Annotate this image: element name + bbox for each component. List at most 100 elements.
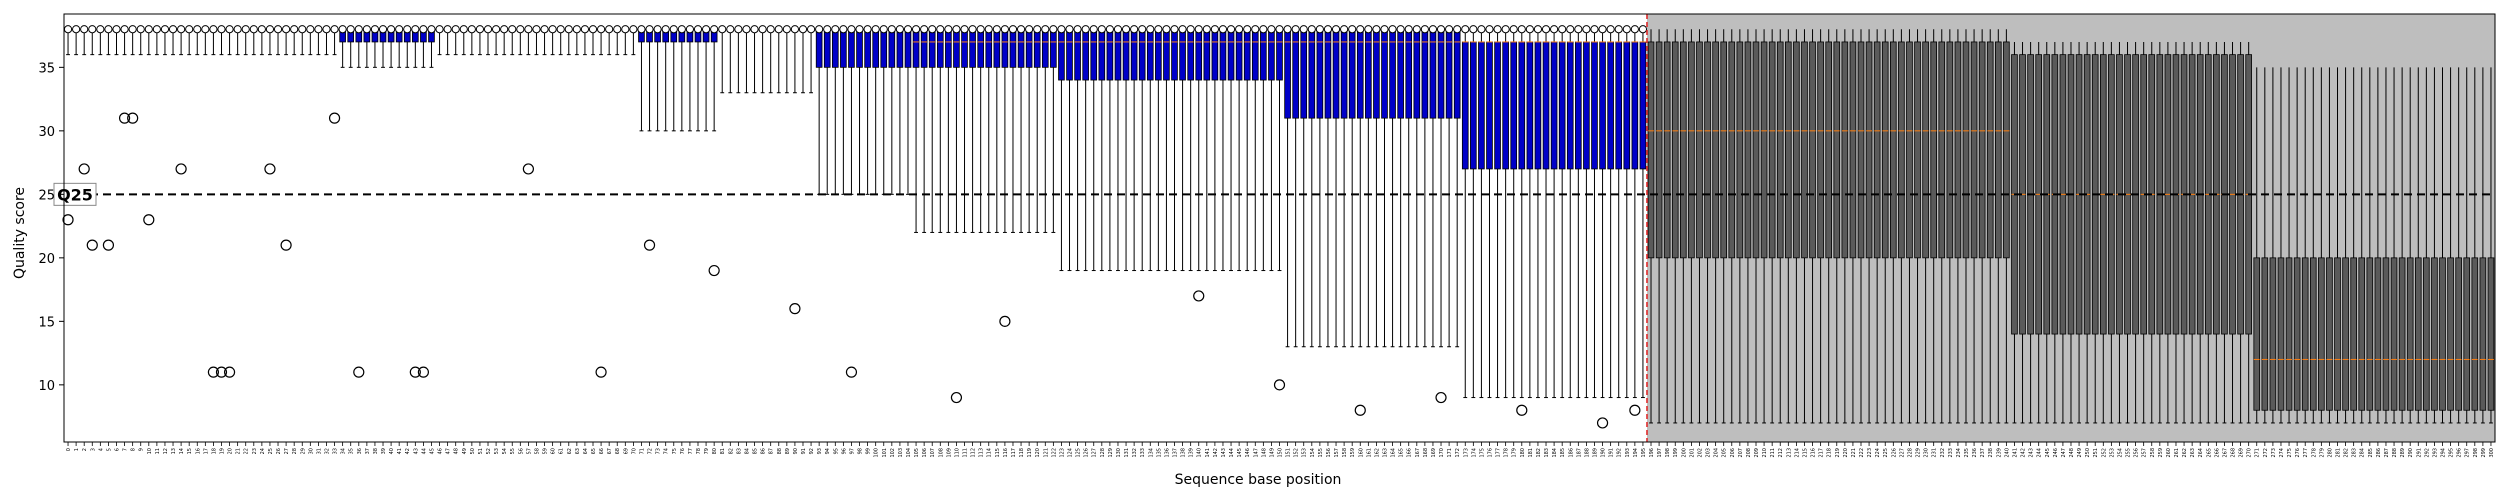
box [1631,41,1639,170]
top-outlier-point [693,25,703,34]
x-tick-label: 170 [1439,448,1445,458]
box [1502,41,1509,170]
box [2487,257,2495,411]
top-outlier-point [1194,25,1203,34]
top-outlier-point [613,25,622,34]
x-tick-label: 123 [1059,448,1065,458]
top-outlier-point [920,25,929,34]
box [1356,28,1364,119]
outlier-point [1354,404,1366,416]
x-tick-label: 229 [1916,448,1922,458]
x-tick-label: 262 [2182,448,2188,458]
box [2390,257,2398,411]
top-outlier-point [1218,25,1228,34]
top-outlier-point [298,25,307,34]
box [1138,28,1146,81]
x-tick-label: 189 [1592,448,1598,458]
box [1793,41,1800,259]
x-tick-label: 168 [1423,448,1429,458]
top-outlier-point [1380,25,1389,34]
top-outlier-point [750,25,759,34]
top-outlier-point [257,25,266,34]
x-tick-label: 46 [438,448,444,454]
x-tick-label: 11 [155,448,161,454]
box [1114,28,1122,81]
top-outlier-point [588,25,598,34]
x-tick-label: 280 [2327,448,2333,458]
top-outlier-point [653,25,662,34]
top-outlier-point [160,25,170,34]
box [1922,41,1929,259]
box [1413,28,1421,119]
top-outlier-point [290,25,299,34]
x-tick-label: 132 [1132,448,1138,458]
x-tick-label: 237 [1980,448,1986,458]
box [2366,257,2374,411]
top-outlier-point [338,25,347,34]
x-tick-label: 173 [1463,448,1469,458]
x-tick-label: 286 [2376,448,2382,458]
x-tick-label: 109 [946,448,952,458]
x-tick-label: 220 [1843,448,1849,458]
box [985,28,993,68]
x-tick-label: 55 [510,448,516,454]
x-tick-label: 165 [1399,448,1405,458]
top-outlier-point [1315,25,1324,34]
box [2277,257,2285,411]
top-outlier-point [903,25,913,34]
x-tick-label: 54 [502,448,508,454]
x-tick-label: 177 [1496,448,1502,458]
box [1195,28,1203,81]
top-outlier-point [411,25,420,34]
top-outlier-point [233,25,242,34]
x-tick-label: 281 [2336,448,2342,458]
x-tick-label: 190 [1601,448,1607,458]
x-tick-label: 156 [1326,448,1332,458]
x-tick-label: 99 [866,448,872,454]
x-tick-label: 31 [316,448,322,454]
x-tick-label: 278 [2311,448,2317,458]
x-tick-label: 234 [1956,448,1962,458]
box [1857,41,1865,259]
box [1873,41,1881,259]
x-tick-label: 243 [2029,448,2035,458]
x-tick-label: 277 [2303,448,2309,458]
top-outlier-point [104,25,113,34]
top-outlier-point [1614,25,1623,34]
top-outlier-point [443,25,452,34]
box [1243,28,1251,81]
x-tick-label: 81 [720,448,726,454]
top-outlier-point [241,25,250,34]
x-tick-label: 32 [324,448,330,454]
x-tick-label: 282 [2344,448,2350,458]
x-tick-label: 161 [1366,448,1372,458]
top-outlier-point [1428,25,1438,34]
top-outlier-point [225,25,234,34]
top-outlier-point [1138,25,1147,34]
box [1744,41,1752,259]
outlier-point [1596,417,1609,429]
box [1300,28,1308,119]
x-tick-label: 34 [341,448,347,454]
box [1090,28,1098,81]
x-tick-label: 226 [1891,448,1897,458]
top-outlier-point [427,25,436,34]
top-outlier-point [645,25,654,34]
top-outlier-point [1154,25,1163,34]
box [912,28,920,68]
box [945,28,952,68]
threshold-label: Q25 [57,185,93,204]
x-tick-label: 71 [639,448,645,454]
x-tick-label: 242 [2021,448,2027,458]
top-outlier-point [1493,25,1502,34]
x-tick-label: 297 [2465,448,2471,458]
x-tick-label: 300 [2489,448,2495,458]
box [864,28,871,68]
top-outlier-point [386,25,396,34]
top-outlier-point [806,25,816,34]
x-tick-label: 291 [2416,448,2422,458]
x-tick-label: 210 [1762,448,1768,458]
x-tick-label: 296 [2457,448,2463,458]
x-tick-label: 79 [704,448,710,454]
x-tick-label: 179 [1512,448,1518,458]
